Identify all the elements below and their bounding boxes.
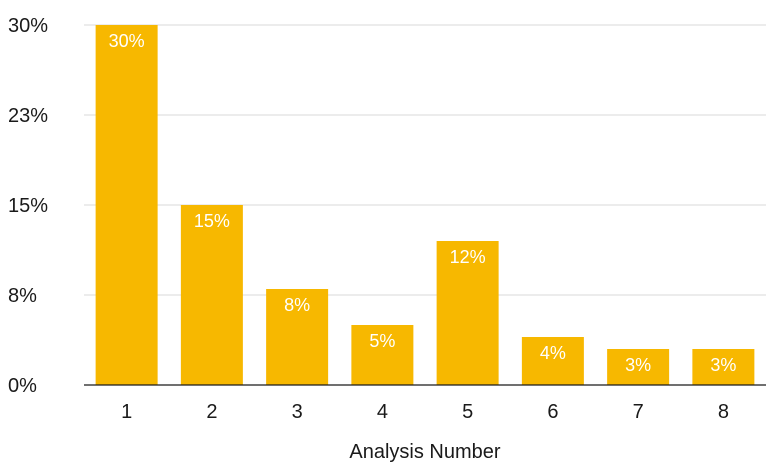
- bar-3: [266, 289, 329, 385]
- x-tick-label-5: 5: [462, 401, 473, 423]
- y-tick-label-2: 15%: [8, 195, 48, 217]
- bar-1: [95, 25, 158, 385]
- data-label-4: 5%: [369, 331, 395, 351]
- y-tick-label-1: 8%: [8, 285, 37, 307]
- bar-8: [692, 349, 755, 385]
- data-label-1: 30%: [109, 31, 145, 51]
- x-tick-label-1: 1: [121, 401, 132, 423]
- y-tick-label-4: 30%: [8, 15, 48, 37]
- bar-7: [607, 349, 670, 385]
- data-label-8: 3%: [710, 355, 736, 375]
- data-label-7: 3%: [625, 355, 651, 375]
- data-label-5: 12%: [450, 247, 486, 267]
- x-tick-label-2: 2: [206, 401, 217, 423]
- x-tick-label-7: 7: [633, 401, 644, 423]
- y-tick-labels: 0% 8% 15% 23% 30%: [8, 15, 48, 397]
- data-label-3: 8%: [284, 295, 310, 315]
- x-axis-title: Analysis Number: [349, 441, 501, 463]
- x-tick-labels: 1 2 3 4 5 6 7 8: [121, 401, 729, 423]
- x-tick-label-6: 6: [547, 401, 558, 423]
- bar-6: [521, 337, 584, 385]
- x-tick-label-4: 4: [377, 401, 388, 423]
- x-tick-label-3: 3: [292, 401, 303, 423]
- data-labels: 30% 15% 8% 5% 12% 4% 3% 3%: [109, 31, 737, 375]
- bar-2: [180, 205, 243, 385]
- bar-4: [351, 325, 414, 385]
- bar-5: [436, 241, 499, 385]
- y-tick-label-0: 0%: [8, 375, 37, 397]
- y-tick-label-3: 23%: [8, 105, 48, 127]
- bars: [95, 25, 755, 385]
- x-tick-label-8: 8: [718, 401, 729, 423]
- data-label-2: 15%: [194, 211, 230, 231]
- data-label-6: 4%: [540, 343, 566, 363]
